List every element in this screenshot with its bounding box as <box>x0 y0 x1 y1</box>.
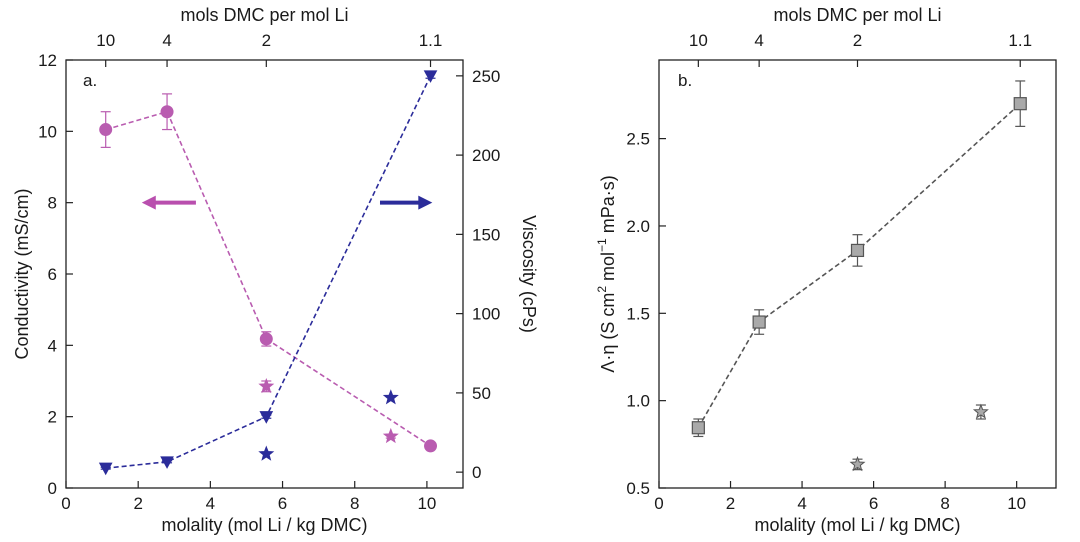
data-point-walden-product-star <box>972 403 989 419</box>
data-point-walden-product <box>691 421 705 435</box>
direction-arrow-left <box>141 195 196 210</box>
y-axis-title-b-sup1: 2 <box>595 286 609 293</box>
y-tick-label: 0 <box>48 479 57 498</box>
x-tick-label: 8 <box>940 494 949 513</box>
top-tick-label: 1.1 <box>1008 31 1032 50</box>
arrow-head <box>418 195 433 210</box>
top-tick-label: 4 <box>162 31 171 50</box>
panel-a: 0 2 4 6 8 10 10 4 2 1.1 0 2 4 6 8 10 12 0 50 100 150 200 250 a… <box>12 5 539 535</box>
y-tick-label: 6 <box>48 265 57 284</box>
data-point-walden-product-star <box>849 456 866 472</box>
y-right-tick-label: 150 <box>472 225 500 244</box>
data-point-conductivity-star <box>258 377 275 394</box>
y-axis-title-b-sup2: −1 <box>595 238 609 252</box>
data-point-conductivity <box>259 332 273 346</box>
top-axis-title-a: mols DMC per mol Li <box>180 5 348 25</box>
tick-labels-b: 0 2 4 6 8 10 10 4 2 1.1 0.5 1.0 1.5 2.0 2.5 <box>626 31 1032 513</box>
x-tick-label: 2 <box>133 494 142 513</box>
y-right-tick-label: 50 <box>472 384 491 403</box>
top-tick-label: 10 <box>96 31 115 50</box>
series-line-conductivity <box>105 110 431 447</box>
panel-label-a: a. <box>83 71 97 90</box>
y-axis-title-right-a: Viscosity (cPs) <box>519 215 539 333</box>
x-tick-label: 0 <box>654 494 663 513</box>
direction-arrow-right <box>379 195 433 210</box>
x-tick-label: 6 <box>278 494 287 513</box>
top-tick-label: 10 <box>689 31 708 50</box>
y-tick-label: 0.5 <box>626 479 650 498</box>
data-point-viscosity <box>423 70 438 83</box>
x-tick-label: 10 <box>1007 494 1026 513</box>
y-right-tick-label: 200 <box>472 146 500 165</box>
data-point-walden-product <box>1013 97 1027 111</box>
y-axis-title-b-part2: mol <box>598 252 618 286</box>
data-point-conductivity-star <box>382 427 399 444</box>
y-tick-label: 2.5 <box>626 130 650 149</box>
y-axis-title-b-part3: mPa·s) <box>598 175 618 238</box>
axes-ticks-b <box>658 60 1021 489</box>
panel-b: 0 2 4 6 8 10 10 4 2 1.1 0.5 1.0 1.5 2.0 2.5 b. mols DM… <box>595 5 1057 535</box>
x-axis-title-b: molality (mol Li / kg DMC) <box>754 515 960 535</box>
y-right-tick-label: 100 <box>472 305 500 324</box>
data-point-walden-product <box>850 243 865 258</box>
y-axis-title-b: Λ·η (S cm2 mol−1 mPa·s) <box>595 175 618 372</box>
y-tick-label: 2.0 <box>626 217 650 236</box>
x-tick-label: 6 <box>869 494 878 513</box>
data-point-walden-product <box>752 315 766 329</box>
data-point-viscosity-star <box>382 389 399 405</box>
top-tick-label: 2 <box>262 31 271 50</box>
x-axis-title-a: molality (mol Li / kg DMC) <box>161 515 367 535</box>
top-axis-title-b: mols DMC per mol Li <box>773 5 941 25</box>
data-point-conductivity <box>424 439 438 453</box>
x-tick-label: 2 <box>726 494 735 513</box>
top-tick-label: 2 <box>853 31 862 50</box>
y-tick-label: 4 <box>48 336 57 355</box>
x-tick-label: 4 <box>797 494 806 513</box>
y-right-tick-label: 0 <box>472 463 481 482</box>
top-tick-label: 1.1 <box>419 31 443 50</box>
y-tick-label: 2 <box>48 408 57 427</box>
y-tick-label: 1.5 <box>626 304 650 323</box>
data-points-a <box>98 70 438 476</box>
connecting-lines-b <box>697 103 1021 429</box>
tick-labels-a: 0 2 4 6 8 10 10 4 2 1.1 0 2 4 6 8 10 12 0 50 100 150 200 250 <box>38 31 500 513</box>
connecting-lines-a <box>105 75 432 469</box>
data-point-conductivity <box>160 105 174 119</box>
y-tick-label: 12 <box>38 51 57 70</box>
data-point-conductivity <box>99 123 113 137</box>
y-axis-title-left-a: Conductivity (mS/cm) <box>12 188 32 359</box>
x-tick-label: 0 <box>61 494 70 513</box>
y-right-tick-label: 250 <box>472 67 500 86</box>
data-points-b <box>691 80 1027 472</box>
panel-label-b: b. <box>678 71 692 90</box>
plot-frame-b <box>658 59 1057 489</box>
arrow-head <box>141 195 156 210</box>
top-tick-label: 4 <box>754 31 763 50</box>
x-tick-label: 4 <box>206 494 215 513</box>
y-tick-label: 8 <box>48 194 57 213</box>
axes-ticks-a <box>65 59 463 489</box>
data-point-viscosity <box>160 456 174 469</box>
series-line-walden-product <box>697 103 1021 429</box>
x-tick-label: 8 <box>350 494 359 513</box>
data-point-viscosity-star <box>258 445 275 461</box>
y-tick-label: 1.0 <box>626 392 650 411</box>
data-point-viscosity <box>259 411 274 424</box>
data-point-viscosity <box>98 462 113 476</box>
y-tick-label: 10 <box>38 122 57 141</box>
x-tick-label: 10 <box>417 494 436 513</box>
y-axis-title-b-part1: Λ·η (S cm <box>598 293 618 373</box>
series-line-viscosity <box>105 75 432 469</box>
